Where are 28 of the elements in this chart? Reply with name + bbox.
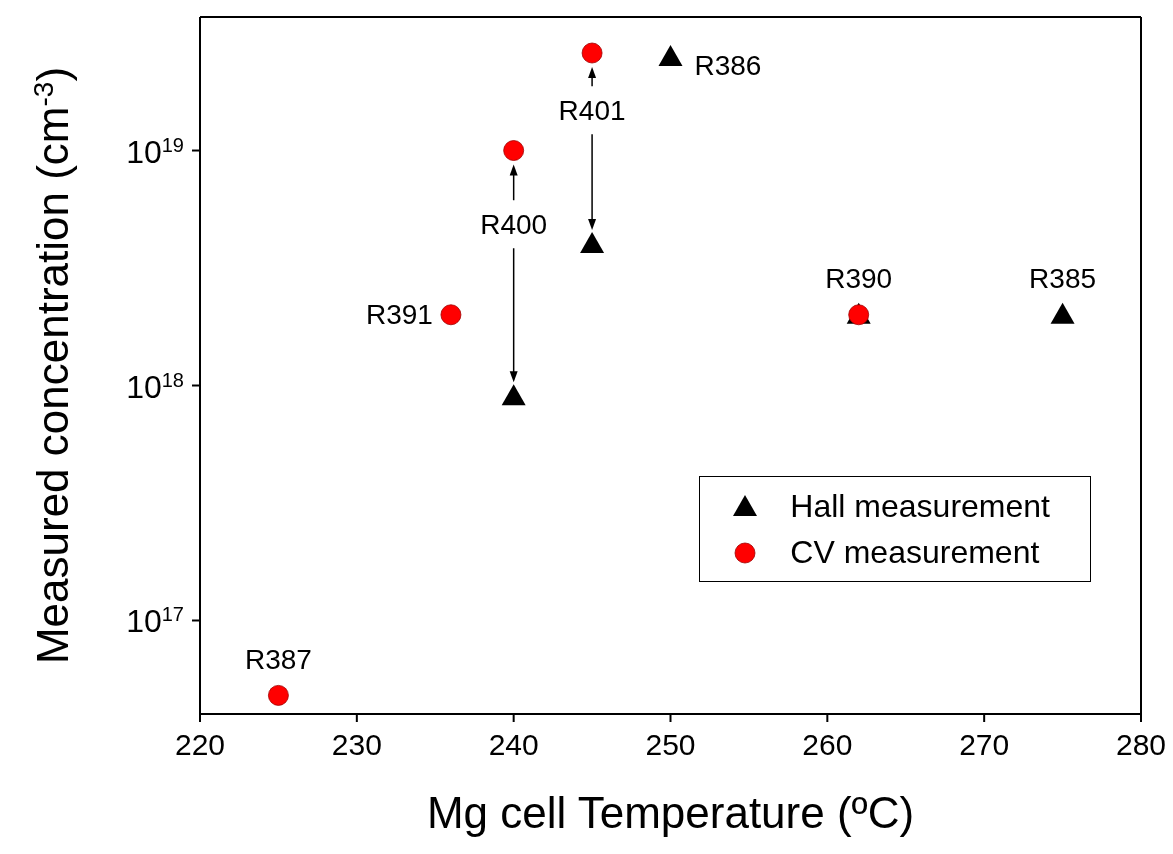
annotation: R390 <box>825 263 893 295</box>
point <box>658 45 683 67</box>
annotation: R400 <box>480 208 548 240</box>
y-tick-label: 10$^{19}$ <box>126 133 184 170</box>
x-tick-label: 270 <box>959 728 1010 762</box>
point <box>501 384 526 406</box>
point <box>440 304 462 326</box>
x-tick-label: 280 <box>1115 728 1167 762</box>
legend-label: CV measurement <box>790 533 1040 572</box>
point <box>580 232 605 254</box>
y-tick-label: 10$^{18}$ <box>126 368 184 405</box>
annotation: R401 <box>558 94 626 126</box>
annotation: R387 <box>244 643 312 675</box>
legend-label: Hall measurement <box>790 487 1050 526</box>
y-tick-label: 10$^{17}$ <box>126 603 184 640</box>
x-axis-title: Mg cell Temperature (ºC) <box>426 788 915 837</box>
x-tick-label: 240 <box>488 728 539 762</box>
x-tick-label: 250 <box>645 728 696 762</box>
x-tick-label: 220 <box>174 728 226 762</box>
point <box>268 684 289 706</box>
point <box>503 140 525 161</box>
x-tick-label: 260 <box>802 728 853 762</box>
annotation: R385 <box>1029 263 1097 295</box>
x-tick-label: 230 <box>331 728 382 762</box>
annotation: R386 <box>694 49 762 81</box>
point <box>581 42 603 64</box>
annotation: R391 <box>366 299 433 331</box>
point <box>1050 302 1075 324</box>
